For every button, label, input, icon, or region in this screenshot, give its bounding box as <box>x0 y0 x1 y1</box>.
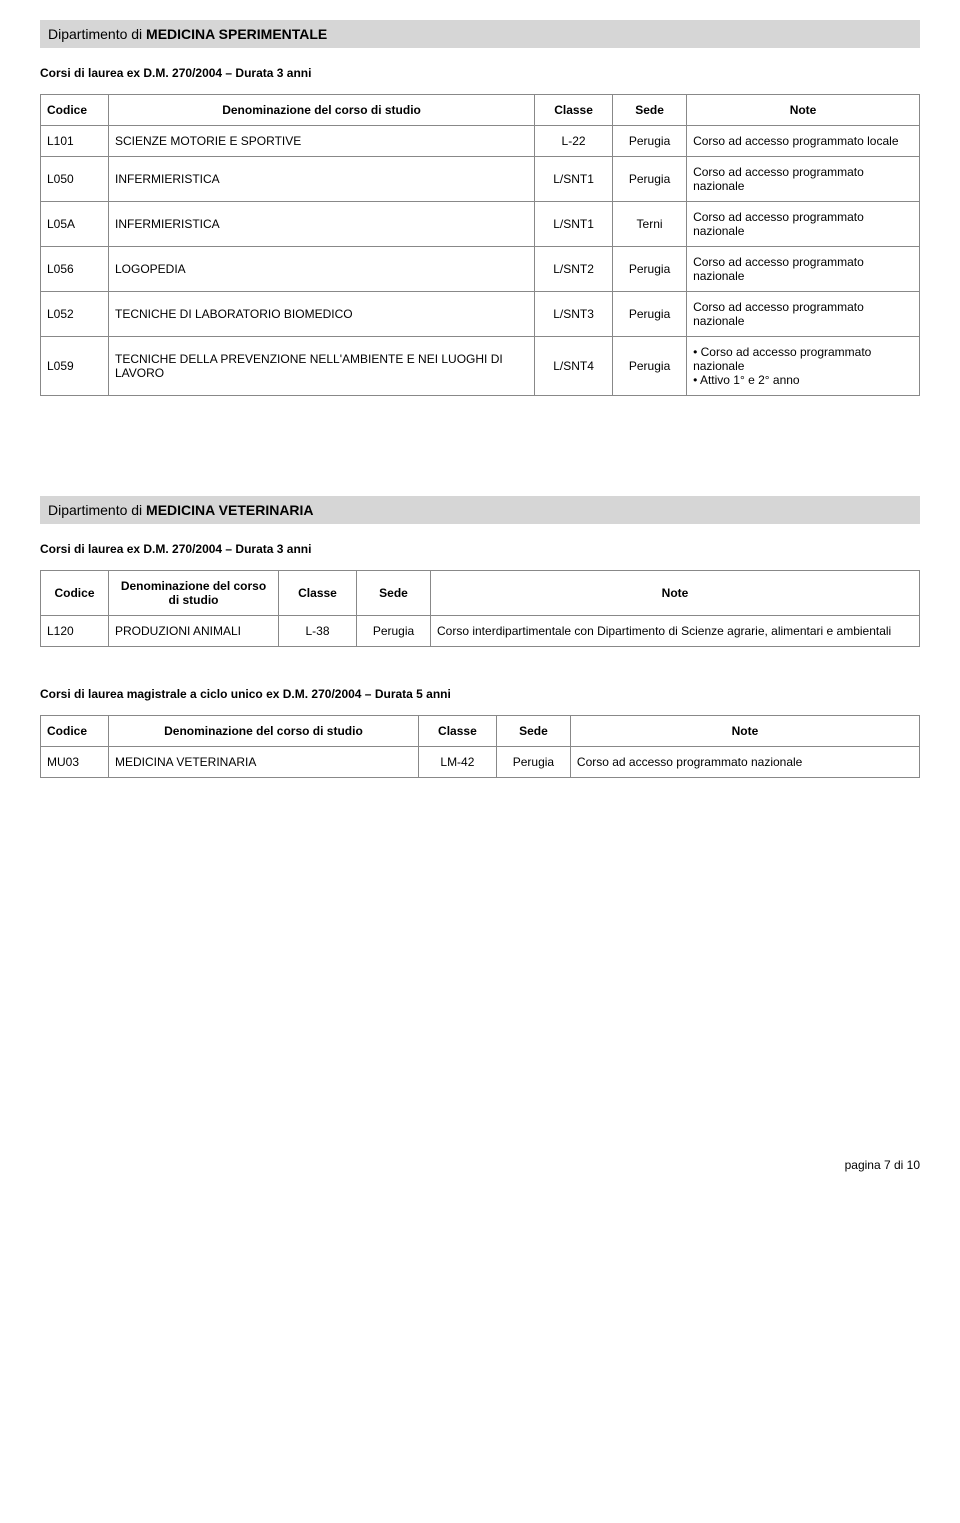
cell-denom: PRODUZIONI ANIMALI <box>109 616 279 647</box>
col-note: Note <box>687 95 920 126</box>
col-codice: Codice <box>41 716 109 747</box>
table-row: L050INFERMIERISTICAL/SNT1PerugiaCorso ad… <box>41 157 920 202</box>
cell-classe: L/SNT3 <box>535 292 613 337</box>
note-item: Corso ad accesso programmato nazionale <box>693 345 913 373</box>
dept-prefix: Dipartimento di <box>48 26 146 42</box>
cell-codice: L101 <box>41 126 109 157</box>
cell-note: Corso ad accesso programmato nazionale <box>687 247 920 292</box>
col-classe: Classe <box>418 716 496 747</box>
courses-table-1: Codice Denominazione del corso di studio… <box>40 94 920 396</box>
cell-denom: MEDICINA VETERINARIA <box>109 747 419 778</box>
col-sede: Sede <box>613 95 687 126</box>
cell-classe: L/SNT1 <box>535 202 613 247</box>
cell-denom: TECNICHE DI LABORATORIO BIOMEDICO <box>109 292 535 337</box>
table-row: MU03MEDICINA VETERINARIALM-42PerugiaCors… <box>41 747 920 778</box>
col-codice: Codice <box>41 95 109 126</box>
cell-denom: INFERMIERISTICA <box>109 157 535 202</box>
col-sede: Sede <box>357 571 431 616</box>
cell-codice: L052 <box>41 292 109 337</box>
cell-note: Corso ad accesso programmato nazionale <box>687 292 920 337</box>
section-title-2a: Corsi di laurea ex D.M. 270/2004 – Durat… <box>40 542 920 556</box>
cell-sede: Perugia <box>613 247 687 292</box>
table-header-row: Codice Denominazione del corso di studio… <box>41 571 920 616</box>
dept-prefix: Dipartimento di <box>48 502 146 518</box>
cell-codice: L059 <box>41 337 109 396</box>
cell-sede: Perugia <box>613 157 687 202</box>
cell-sede: Perugia <box>613 126 687 157</box>
department-header-1: Dipartimento di MEDICINA SPERIMENTALE <box>40 20 920 48</box>
cell-sede: Perugia <box>613 292 687 337</box>
table-row: L120PRODUZIONI ANIMALIL-38PerugiaCorso i… <box>41 616 920 647</box>
cell-denom: LOGOPEDIA <box>109 247 535 292</box>
col-denom: Denominazione del corso di studio <box>109 716 419 747</box>
cell-note: Corso ad accesso programmato locale <box>687 126 920 157</box>
col-note: Note <box>431 571 920 616</box>
cell-note: Corso ad accesso programmato nazionale <box>570 747 919 778</box>
cell-sede: Perugia <box>613 337 687 396</box>
col-denom: Denominazione del corso di studio <box>109 95 535 126</box>
cell-denom: TECNICHE DELLA PREVENZIONE NELL'AMBIENTE… <box>109 337 535 396</box>
col-classe: Classe <box>535 95 613 126</box>
table-row: L056LOGOPEDIAL/SNT2PerugiaCorso ad acces… <box>41 247 920 292</box>
courses-table-2b: Codice Denominazione del corso di studio… <box>40 715 920 778</box>
courses-table-2a: Codice Denominazione del corso di studio… <box>40 570 920 647</box>
cell-sede: Perugia <box>496 747 570 778</box>
cell-note: Corso interdipartimentale con Dipartimen… <box>431 616 920 647</box>
cell-codice: L056 <box>41 247 109 292</box>
cell-note: Corso ad accesso programmato nazionale <box>687 157 920 202</box>
table-header-row: Codice Denominazione del corso di studio… <box>41 95 920 126</box>
table-row: L059TECNICHE DELLA PREVENZIONE NELL'AMBI… <box>41 337 920 396</box>
cell-classe: LM-42 <box>418 747 496 778</box>
cell-codice: MU03 <box>41 747 109 778</box>
section-title-2b: Corsi di laurea magistrale a ciclo unico… <box>40 687 920 701</box>
cell-sede: Perugia <box>357 616 431 647</box>
table-header-row: Codice Denominazione del corso di studio… <box>41 716 920 747</box>
section-title-1: Corsi di laurea ex D.M. 270/2004 – Durat… <box>40 66 920 80</box>
col-note: Note <box>570 716 919 747</box>
dept-name: MEDICINA SPERIMENTALE <box>146 26 327 42</box>
table-row: L101SCIENZE MOTORIE E SPORTIVEL-22Perugi… <box>41 126 920 157</box>
cell-classe: L/SNT2 <box>535 247 613 292</box>
col-sede: Sede <box>496 716 570 747</box>
cell-sede: Terni <box>613 202 687 247</box>
table-row: L052TECNICHE DI LABORATORIO BIOMEDICOL/S… <box>41 292 920 337</box>
cell-note: Corso ad accesso programmato nazionaleAt… <box>687 337 920 396</box>
cell-classe: L/SNT1 <box>535 157 613 202</box>
page-footer: pagina 7 di 10 <box>40 1158 920 1172</box>
cell-codice: L050 <box>41 157 109 202</box>
cell-classe: L-38 <box>279 616 357 647</box>
note-item: Attivo 1° e 2° anno <box>693 373 913 387</box>
col-classe: Classe <box>279 571 357 616</box>
col-codice: Codice <box>41 571 109 616</box>
cell-codice: L120 <box>41 616 109 647</box>
cell-denom: SCIENZE MOTORIE E SPORTIVE <box>109 126 535 157</box>
cell-classe: L/SNT4 <box>535 337 613 396</box>
table-row: L05AINFERMIERISTICAL/SNT1TerniCorso ad a… <box>41 202 920 247</box>
cell-classe: L-22 <box>535 126 613 157</box>
cell-denom: INFERMIERISTICA <box>109 202 535 247</box>
dept-name: MEDICINA VETERINARIA <box>146 502 314 518</box>
col-denom: Denominazione del corso di studio <box>109 571 279 616</box>
department-header-2: Dipartimento di MEDICINA VETERINARIA <box>40 496 920 524</box>
cell-note: Corso ad accesso programmato nazionale <box>687 202 920 247</box>
cell-codice: L05A <box>41 202 109 247</box>
